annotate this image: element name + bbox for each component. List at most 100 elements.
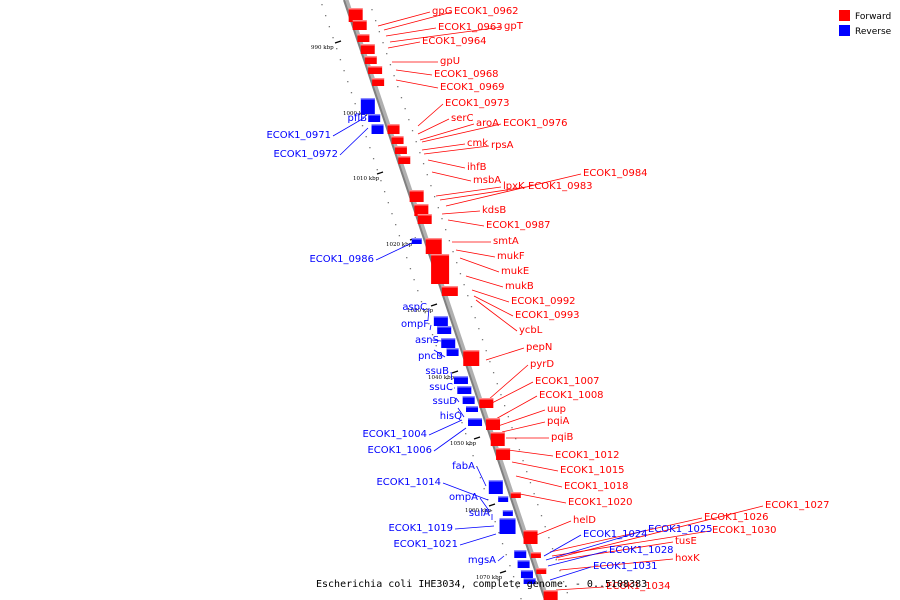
position-dot [358, 114, 360, 116]
forward-gene-block [364, 56, 377, 64]
gene-block-highlight [496, 448, 511, 450]
forward-gene-block [543, 590, 558, 600]
gene-block-highlight [479, 398, 494, 400]
gene-label-ssub: ssuB [425, 366, 449, 377]
reverse-gene-block [466, 406, 479, 412]
reverse-gene-block [520, 570, 533, 578]
position-dot [459, 273, 462, 275]
forward-gene-block [431, 254, 450, 284]
position-dot [533, 493, 535, 495]
leader-line [433, 427, 467, 452]
gene-block-highlight [360, 44, 375, 46]
leader-line [441, 210, 481, 215]
position-dot [371, 9, 373, 11]
gene-labels: gpG ECOK1_0962 ECOK1_0963 gpT ECOK1_0964 gpU E… [266, 6, 829, 592]
reverse-gene-block [488, 480, 503, 494]
gene-label-ycbl: ycbL [519, 325, 543, 336]
position-dot [372, 158, 375, 160]
leader-line [375, 241, 415, 261]
position-dot [501, 543, 504, 545]
gene-block-highlight [502, 510, 513, 512]
position-dot [522, 460, 524, 462]
leader-line [454, 525, 495, 530]
position-dot [431, 334, 434, 336]
leader-line [459, 257, 500, 273]
leader-line [387, 41, 421, 49]
backbone-line [343, 0, 546, 600]
position-dot [422, 163, 425, 165]
gene-block-highlight [398, 156, 411, 158]
position-dot [456, 262, 458, 264]
leader-line [450, 371, 453, 381]
position-dot [479, 477, 482, 479]
gene-label-pflb: pflB [347, 113, 367, 124]
gene-label-msba: msbA [473, 175, 501, 186]
tick-marks: 990 kbp 1000 kbp 1010 kbp 1020 kbp 1030 kbp 1… [311, 40, 507, 581]
position-dot [537, 504, 539, 506]
position-dot [450, 389, 452, 391]
gene-block-highlight [387, 124, 400, 126]
gene-label-muke: mukE [501, 266, 529, 277]
gene-block-highlight [523, 578, 536, 580]
leader-line [429, 324, 432, 331]
leader-line [555, 586, 605, 591]
leader-line [455, 249, 496, 258]
gene-block-highlight [409, 190, 424, 192]
gene-label-ecok1-1012: ECOK1_1012 [555, 450, 620, 461]
gene-label-ssud: ssuD [433, 396, 458, 407]
position-dot [397, 86, 399, 88]
leader-line [543, 534, 582, 557]
leader-line [497, 409, 546, 427]
leader-line [507, 449, 554, 457]
reverse-gene-block [498, 496, 509, 502]
position-dot [411, 130, 414, 132]
position-dot [376, 169, 378, 171]
leader-line [473, 295, 514, 317]
gene-label-ecok1-1030: ECOK1_1030 [712, 525, 777, 536]
genome-caption: Escherichia coli IHE3034, complete genom… [316, 579, 647, 590]
gene-label-ecok1-1028: ECOK1_1028 [609, 545, 674, 556]
gene-label-ompf: ompF [401, 319, 429, 330]
leader-line [511, 461, 559, 472]
gene-label-gpu: gpU [440, 56, 460, 67]
leader-line [559, 558, 674, 571]
leader-line [501, 421, 546, 433]
tick-label: 1060 kbp [465, 508, 492, 514]
leader-line [385, 27, 437, 37]
position-dot [380, 180, 382, 182]
gene-label-sula: sulA [469, 508, 490, 519]
position-dot [559, 570, 561, 572]
position-dot [361, 125, 364, 127]
leader-line [395, 69, 433, 76]
leader-line [339, 127, 369, 156]
gene-label-ecok1-1004: ECOK1_1004 [362, 429, 427, 440]
gene-label-gpt: gpT [504, 21, 524, 32]
gene-block-highlight [488, 480, 503, 482]
position-dot [468, 444, 471, 446]
position-dot [424, 312, 426, 314]
position-dot [555, 559, 557, 561]
position-dot [321, 4, 323, 6]
gene-label-ecok1-1021: ECOK1_1021 [393, 539, 458, 550]
gene-block-highlight [446, 348, 459, 350]
position-dot [387, 202, 389, 204]
gene-label-ecok1-1019: ECOK1_1019 [388, 523, 453, 534]
gene-block-highlight [441, 286, 458, 288]
gene-label-ecok1-0969: ECOK1_0969 [440, 82, 505, 93]
gene-label-ecok1-0962: ECOK1_0962 [454, 6, 519, 17]
position-dot [437, 207, 439, 209]
reverse-gene-block [499, 518, 516, 534]
reverse-gene-block [433, 316, 448, 326]
gene-label-ecok1-1007: ECOK1_1007 [535, 376, 600, 387]
position-dot [386, 53, 388, 55]
gene-label-pqib: pqiB [551, 432, 573, 443]
position-dot [500, 394, 502, 396]
gene-block-highlight [368, 66, 383, 68]
tick-label: 1040 kbp [428, 375, 455, 381]
position-dot [369, 147, 371, 149]
gene-block-highlight [394, 146, 407, 148]
position-dot [448, 240, 451, 242]
position-dot [498, 532, 500, 534]
gene-block-highlight [348, 8, 363, 10]
